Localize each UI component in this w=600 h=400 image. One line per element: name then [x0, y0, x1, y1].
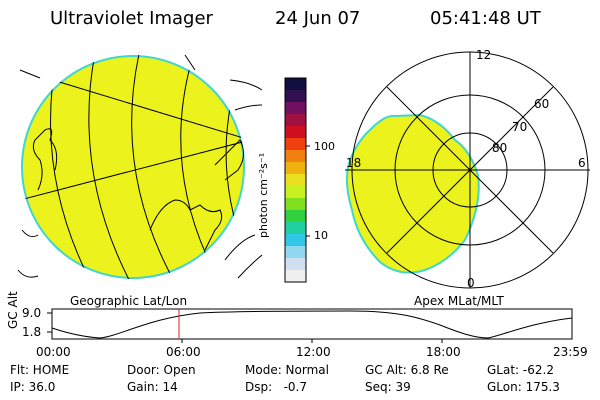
colorbar-segment — [285, 222, 306, 235]
timeline-y-tick-min: 1.8 — [22, 325, 42, 339]
colorbar-segment — [285, 162, 306, 175]
colorbar-segment — [285, 198, 306, 211]
magnetic-map-label: Apex MLat/MLT — [414, 294, 504, 308]
colorbar-segment — [285, 258, 306, 271]
mlat-label-70: 70 — [512, 120, 528, 134]
timeline-y-tick-max: 9.0 — [22, 306, 42, 320]
colorbar-segment — [285, 174, 306, 187]
status-gain: Gain: 14 — [127, 380, 178, 394]
timeline-x-tick: 18:00 — [426, 345, 461, 359]
colorbar-segment — [285, 270, 306, 283]
mlt-label-0: 0 — [467, 276, 475, 290]
colorbar-segment — [285, 114, 306, 127]
colorbar-segment — [285, 210, 306, 223]
colorbar — [285, 78, 306, 283]
status-flight: Flt: HOME — [10, 363, 70, 377]
mlt-label-18: 18 — [346, 156, 362, 170]
timeline-x-tick: 06:00 — [166, 345, 201, 359]
colorbar-segment — [285, 234, 306, 247]
geographic-map — [17, 54, 263, 279]
status-mode: Mode: Normal — [245, 363, 329, 377]
status-door: Door: Open — [127, 363, 196, 377]
colorbar-segment — [285, 150, 306, 163]
colorbar-segment — [285, 78, 306, 91]
status-glat: GLat: -62.2 — [487, 363, 554, 377]
coastline — [32, 128, 58, 191]
colorbar-tick-10: 10 — [314, 229, 328, 242]
mlt-label-6: 6 — [578, 156, 586, 170]
auroral-image-left — [21, 55, 245, 279]
mlat-label-80: 80 — [492, 141, 508, 155]
colorbar-segment — [285, 186, 306, 199]
colorbar-segment — [285, 138, 306, 151]
magnetic-polar-plot — [345, 51, 590, 289]
timeline-y-label: GC Alt — [6, 291, 20, 329]
latitude-arc — [131, 55, 186, 279]
coastline — [149, 199, 223, 251]
colorbar-tick-100: 100 — [314, 140, 335, 153]
status-ip: IP: 36.0 — [10, 380, 56, 394]
status-glon: GLon: 175.3 — [487, 380, 560, 394]
colorbar-segment — [285, 102, 306, 115]
timeline-x-tick: 00:00 — [36, 345, 71, 359]
altitude-trace — [51, 310, 573, 339]
geographic-map-label: Geographic Lat/Lon — [70, 294, 188, 308]
colorbar-segment — [285, 246, 306, 259]
mlt-diagonal — [386, 86, 554, 254]
latitude-arc — [88, 55, 141, 279]
time-label: 05:41:48 UT — [430, 8, 541, 29]
timeline-plot — [47, 308, 573, 343]
date-label: 24 Jun 07 — [275, 8, 361, 29]
timeline-x-tick: 12:00 — [296, 345, 331, 359]
auroral-image-right — [346, 113, 480, 274]
coastline — [214, 139, 244, 181]
timeline-x-tick: 23:59 — [553, 345, 588, 359]
colorbar-segment — [285, 90, 306, 103]
instrument-title: Ultraviolet Imager — [50, 8, 213, 29]
mlt-label-12: 12 — [476, 48, 492, 62]
colorbar-segment — [285, 126, 306, 139]
status-dsp: Dsp: -0.7 — [245, 380, 308, 394]
mlat-label-60: 60 — [534, 97, 550, 111]
status-seq: Seq: 39 — [365, 380, 411, 394]
colorbar-unit-label: photon cm⁻²s⁻¹ — [257, 152, 270, 238]
status-gc-alt: GC Alt: 6.8 Re — [365, 363, 449, 377]
